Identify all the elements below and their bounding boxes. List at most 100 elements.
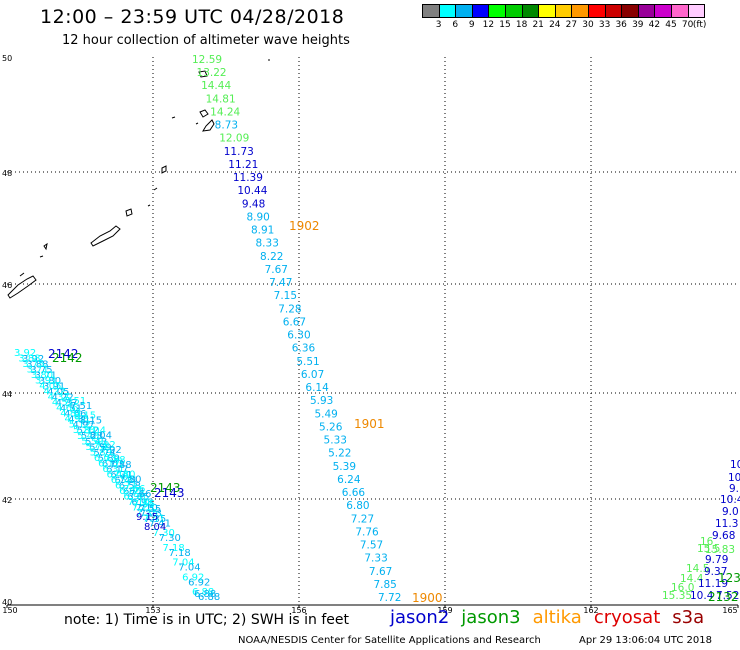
wave-height-value: 7.85 xyxy=(373,579,396,591)
longitude-label: 162 xyxy=(583,606,598,615)
latitude-label: 40 xyxy=(2,598,12,607)
longitude-label: 156 xyxy=(291,606,306,615)
color-scale-label: 21 xyxy=(532,20,544,30)
wave-height-value: 3.75 xyxy=(22,359,44,370)
wave-height-value: 10.44 xyxy=(237,185,267,197)
wave-height-value: 5.43 xyxy=(77,431,99,442)
wave-height-value: 7.57 xyxy=(360,540,383,552)
wave-height-value: 6.98 xyxy=(123,491,145,502)
longitude-label: 159 xyxy=(437,606,452,615)
wave-height-value: 5.49 xyxy=(314,408,337,420)
wave-height-value: 7.67 xyxy=(265,264,288,276)
wave-height-value: 5.59 xyxy=(81,436,103,447)
wave-height-value: 6.92 xyxy=(188,577,210,588)
pass-time-label: 2143 xyxy=(154,486,185,500)
wave-height-value: 7.15 xyxy=(274,290,297,302)
pass-time-label: 1900 xyxy=(412,591,443,605)
wave-height-value: 5.12 xyxy=(69,420,91,431)
track-jason2-east: 12.5913.2214.4414.8114.248.7312.0911.731… xyxy=(192,54,401,604)
wave-height-value: 7.67 xyxy=(369,566,392,578)
wave-height-value: 6.44 xyxy=(115,475,137,486)
wave-height-value: 6.80 xyxy=(346,500,369,512)
wave-height-value: 10.4 xyxy=(690,590,714,602)
coastline-island xyxy=(198,70,208,78)
wave-height-value: 7.10 xyxy=(128,497,150,508)
coastline-island xyxy=(171,116,176,119)
wave-height-value: 14.24 xyxy=(210,106,240,118)
wave-height-value: 15.35 xyxy=(662,590,692,602)
coastline-island xyxy=(199,109,209,118)
color-scale-label: 6 xyxy=(452,20,459,30)
wave-height-value: 3.71 xyxy=(35,371,57,382)
footnote: note: 1) Time is in UTC; 2) SWH is in fe… xyxy=(64,612,350,628)
wave-height-value: 3.75 xyxy=(30,365,52,376)
wave-height-value: 9.37 xyxy=(704,566,727,578)
wave-height-value: 6.92 xyxy=(182,572,204,583)
wave-height-value: 8.91 xyxy=(251,225,274,237)
wave-height-value: 16.0 xyxy=(671,582,694,594)
wave-height-value: 3.88 xyxy=(18,354,40,365)
legend-satellite-jason3: jason3 xyxy=(461,607,521,628)
wave-height-value: 11.73 xyxy=(224,146,254,158)
wave-height-value: 6.98 xyxy=(131,497,153,508)
wave-height-value: 5.89 xyxy=(98,453,120,464)
wave-height-value: 9.79 xyxy=(705,554,728,566)
wave-height-value: 5.22 xyxy=(328,448,351,460)
page-subtitle: 12 hour collection of altimeter wave hei… xyxy=(62,33,350,48)
color-scale-label: 39 xyxy=(632,20,644,30)
coastline xyxy=(7,59,270,299)
wave-height-value: 11.39 xyxy=(233,172,263,184)
wave-height-value: 5.51 xyxy=(296,356,319,368)
wave-height-value: 4.05 xyxy=(39,381,61,392)
color-scale-label: 30 xyxy=(582,20,594,30)
longitude-label: 165 xyxy=(722,606,737,615)
wave-height-value: 5.28 xyxy=(81,431,103,442)
legend-satellite-s3a: s3a xyxy=(672,607,705,628)
wave-height-value: 10 xyxy=(730,459,740,471)
latitude-label: 50 xyxy=(2,54,12,63)
wave-height-value: 7.51 xyxy=(64,396,86,407)
wave-height-value: 12.09 xyxy=(219,133,249,145)
color-scale-label: (ft) xyxy=(692,20,707,30)
coastline-island xyxy=(195,122,199,125)
wave-height-value: 6.88 xyxy=(198,592,220,603)
longitude-label: 150 xyxy=(2,606,17,615)
wave-height-value: 7.72 xyxy=(378,592,401,604)
wave-height-value: 9.68 xyxy=(712,530,735,542)
wave-height-value: 7.28 xyxy=(278,303,301,315)
wave-height-value: 7.27 xyxy=(351,513,374,525)
wave-height-value: 7.10 xyxy=(136,503,158,514)
wave-height-value: 6.30 xyxy=(287,330,310,342)
wave-height-value: 3.80 xyxy=(31,370,53,381)
coastline-island xyxy=(161,165,167,174)
wave-height-value: 6.14 xyxy=(305,382,329,394)
wave-height-value: 5.26 xyxy=(319,421,343,433)
wave-height-value: 3.92 xyxy=(14,348,36,359)
wave-height-value: 4.37 xyxy=(56,398,78,409)
pass-time-label: 1901 xyxy=(354,417,385,431)
wave-height-value: 7.66 xyxy=(129,489,151,500)
wave-height-value: 7.88 xyxy=(109,460,131,471)
wave-height-value: 8.15 xyxy=(74,411,96,422)
wave-height-value: 4.51 xyxy=(52,398,74,409)
wave-height-value: 5.12 xyxy=(77,426,99,437)
color-scale-label: 36 xyxy=(615,20,627,30)
legend-satellite-jason2: jason2 xyxy=(390,607,450,628)
wave-height-value: 8.04 xyxy=(90,430,112,441)
wave-height-value: 6.03 xyxy=(94,453,116,464)
wave-height-value: 3.88 xyxy=(26,360,48,371)
color-scale-label: 27 xyxy=(565,20,578,30)
wave-height-value: 4.66 xyxy=(56,403,78,414)
wave-height-value: 4.37 xyxy=(48,392,70,403)
pass-time-label: 2132 xyxy=(708,590,739,604)
wave-height-value: 9.48 xyxy=(242,198,265,210)
pass-time-label: 123 xyxy=(718,571,740,585)
satellite-legend: jason2 jason3 altika cryosat s3a xyxy=(390,607,716,628)
color-scale-label: 24 xyxy=(549,20,561,30)
wave-height-value: 10 xyxy=(728,472,740,484)
wave-height-value: 11.21 xyxy=(228,159,258,171)
wave-height-value: 6.31 xyxy=(102,464,124,475)
